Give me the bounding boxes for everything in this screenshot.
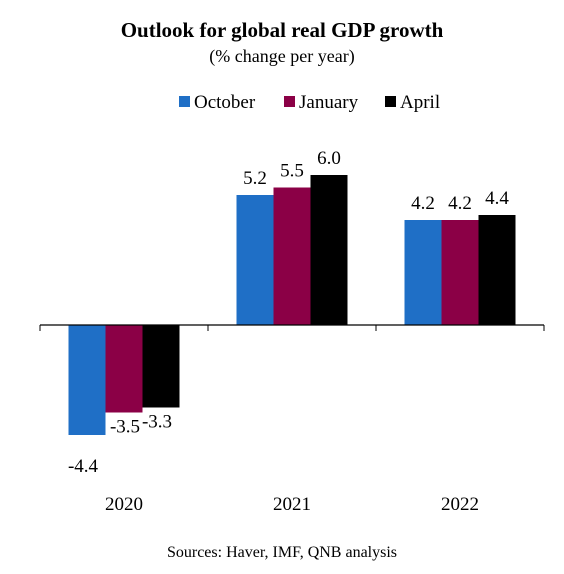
x-tick-label-2020: 2020 — [105, 494, 143, 515]
data-label-april-2020: -3.3 — [142, 412, 172, 433]
bar-january-2021 — [273, 187, 311, 325]
data-label-october-2021: 5.2 — [243, 168, 267, 189]
x-tick-label-2022: 2022 — [441, 494, 479, 515]
data-label-april-2022: 4.4 — [485, 188, 509, 209]
data-label-group: -4.4 5.2 4.2 -3.5 5.5 4.2 -3.3 6.0 4.4 — [68, 148, 509, 477]
legend-swatch-january — [284, 96, 295, 107]
bar-january-2022 — [441, 220, 479, 325]
chart-legend: October January April — [179, 92, 440, 113]
chart-subtitle: (% change per year) — [209, 46, 354, 67]
data-label-october-2022: 4.2 — [411, 193, 435, 214]
legend-label-january: January — [299, 92, 359, 113]
legend-label-april: April — [400, 92, 440, 113]
bar-april-2022 — [478, 215, 516, 325]
chart-source: Sources: Haver, IMF, QNB analysis — [167, 544, 397, 561]
data-label-january-2021: 5.5 — [280, 161, 304, 182]
data-label-october-2020: -4.4 — [68, 456, 99, 477]
data-label-january-2022: 4.2 — [448, 193, 472, 214]
bar-april-2021 — [310, 175, 348, 325]
bar-april-2020 — [142, 325, 180, 408]
bar-october-2022 — [404, 220, 442, 325]
data-label-april-2021: 6.0 — [317, 148, 341, 169]
legend-swatch-april — [385, 96, 396, 107]
bar-october-2021 — [236, 195, 274, 325]
bar-october-2020 — [68, 325, 106, 435]
legend-label-october: October — [194, 92, 256, 113]
legend-swatch-october — [179, 96, 190, 107]
x-tick-label-2021: 2021 — [273, 494, 311, 515]
bar-january-2020 — [105, 325, 143, 413]
data-label-january-2020: -3.5 — [110, 417, 140, 438]
bar-group — [68, 175, 516, 435]
chart-title: Outlook for global real GDP growth — [121, 18, 444, 42]
